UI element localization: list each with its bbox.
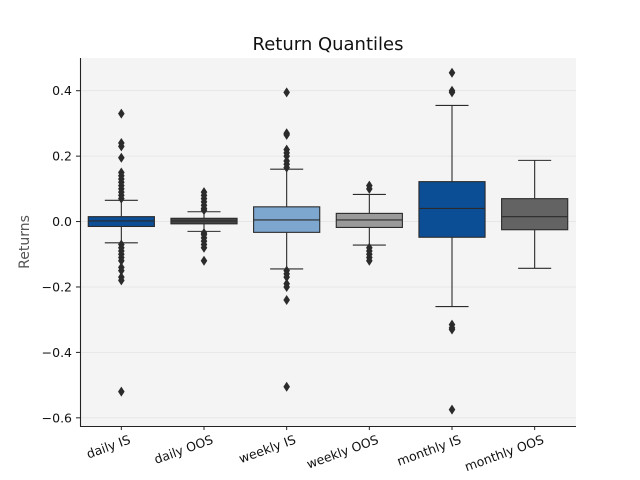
box-5: [418, 67, 486, 415]
outlier-point: [283, 281, 290, 292]
outlier-point: [448, 67, 456, 78]
outlier-point: [118, 255, 125, 266]
outlier-point: [448, 87, 456, 98]
x-tick-label: daily IS: [84, 432, 132, 462]
outlier-point: [118, 275, 125, 286]
box-body: [87, 216, 155, 228]
x-tick-label: daily OOS: [152, 432, 215, 467]
boxes: [87, 67, 569, 415]
outlier-point: [283, 381, 290, 392]
outlier-point: [118, 141, 125, 152]
x-ticks: daily IS daily OOS weekly IS weekly OOS mont…: [84, 426, 546, 475]
box-body: [418, 181, 486, 238]
y-tick-label: −0.6: [42, 410, 72, 425]
outlier-point: [118, 265, 125, 276]
y-tick-label: 0.0: [52, 214, 72, 229]
y-ticks: 0.4 0.2 0.0 −0.2 −0.4 −0.6: [42, 83, 80, 425]
outlier-point: [118, 152, 125, 163]
outlier-point: [283, 295, 290, 306]
outlier-point: [283, 87, 290, 98]
box-2: [170, 187, 238, 266]
outlier-point: [283, 272, 290, 283]
box-3: [253, 87, 321, 392]
box-body: [501, 198, 569, 231]
y-tick-label: −0.2: [42, 279, 72, 294]
outlier-point: [283, 162, 290, 173]
y-tick-label: −0.4: [42, 345, 72, 360]
outlier-point: [448, 404, 456, 415]
outlier-point: [118, 193, 125, 204]
x-tick-label: weekly OOS: [304, 432, 380, 472]
outlier-point: [200, 242, 208, 253]
x-tick-label: weekly IS: [237, 432, 298, 466]
outlier-point: [366, 255, 373, 266]
outlier-point: [118, 386, 125, 397]
box-6: [501, 159, 569, 269]
outlier-point: [283, 129, 290, 140]
outlier-point: [448, 324, 456, 335]
y-tick-label: 0.4: [52, 83, 72, 98]
box-1: [87, 108, 155, 397]
box-4: [335, 180, 403, 266]
outlier-point: [366, 183, 373, 194]
outlier-point: [200, 205, 208, 216]
chart-title: Return Quantiles: [253, 34, 404, 55]
grid-lines: [80, 90, 576, 419]
outlier-point: [200, 255, 208, 266]
x-tick-label: monthly OOS: [463, 432, 546, 475]
plot-area: [80, 58, 576, 426]
outlier-point: [118, 108, 125, 119]
y-axis-label: Returns: [17, 215, 33, 269]
x-tick-label: monthly IS: [395, 432, 463, 469]
y-tick-label: 0.2: [52, 149, 72, 164]
